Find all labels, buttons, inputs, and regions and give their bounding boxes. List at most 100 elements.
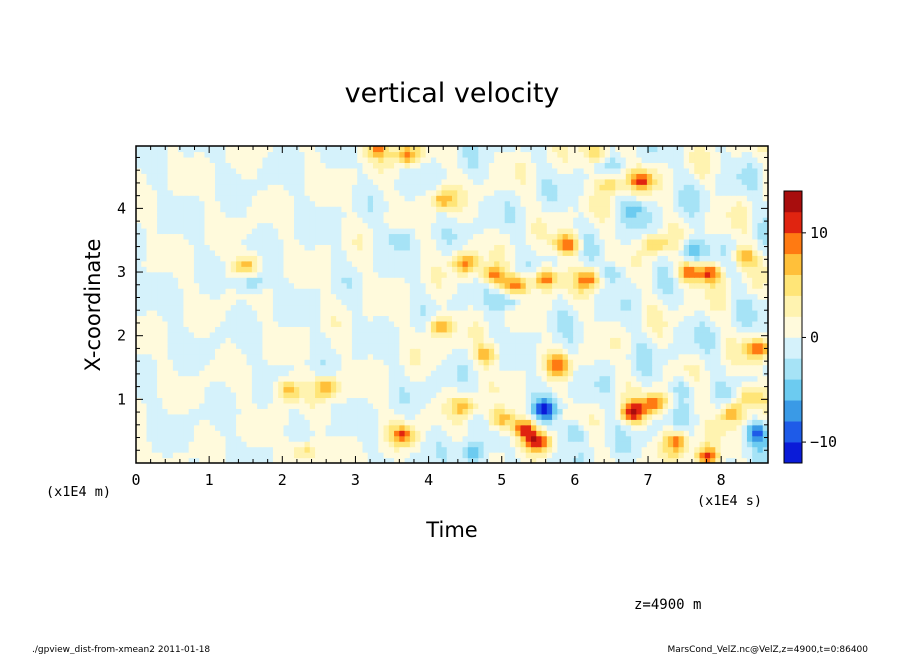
heatmap-cell [657, 419, 664, 426]
heatmap-cell [504, 370, 511, 377]
heatmap-cell [215, 353, 221, 360]
heatmap-cell [741, 424, 748, 431]
heatmap-cell [494, 391, 500, 399]
heatmap-cell [283, 402, 290, 409]
heatmap-cell [330, 430, 337, 437]
heatmap-cell [220, 364, 227, 371]
heatmap-cell [473, 375, 479, 382]
heatmap-cell [741, 244, 748, 251]
heatmap-cell [341, 299, 348, 306]
heatmap-cell [404, 386, 411, 393]
heatmap-cell [262, 282, 269, 289]
heatmap-cell [283, 430, 290, 437]
heatmap-cell [230, 331, 237, 338]
heatmap-cell [209, 337, 216, 344]
heatmap-cell [652, 348, 658, 355]
heatmap-cell [262, 348, 269, 355]
heatmap-cell [620, 446, 627, 453]
heatmap-cell [299, 255, 306, 262]
heatmap-cell [710, 309, 716, 317]
heatmap-cell [467, 342, 474, 349]
heatmap-cell [246, 381, 253, 388]
heatmap-cell [373, 337, 379, 344]
heatmap-cell [225, 386, 232, 393]
heatmap-cell [504, 452, 511, 459]
heatmap-cell [594, 255, 601, 262]
heatmap-cell [193, 348, 200, 355]
heatmap-cell [246, 277, 253, 284]
heatmap-cell [567, 370, 574, 377]
heatmap-cell [483, 271, 490, 278]
heatmap-cell [199, 249, 206, 256]
heatmap-cell [367, 249, 374, 256]
heatmap-cell [220, 391, 227, 399]
heatmap-cell [625, 288, 632, 295]
heatmap-cell [720, 364, 727, 371]
heatmap-cell [225, 255, 232, 262]
heatmap-cell [425, 293, 432, 300]
heatmap-cell [425, 299, 432, 306]
heatmap-cell [320, 441, 327, 448]
heatmap-cell [525, 249, 532, 256]
heatmap-cell [462, 331, 469, 338]
heatmap-cell [436, 342, 443, 349]
heatmap-cell [631, 413, 637, 420]
heatmap-cell [436, 386, 443, 393]
heatmap-cell [509, 375, 516, 382]
heatmap-cell [631, 424, 637, 431]
heatmap-cell [710, 320, 716, 327]
heatmap-cell [346, 277, 353, 284]
heatmap-cell [631, 331, 637, 338]
heatmap-cell [467, 271, 474, 278]
heatmap-cell [573, 266, 579, 273]
heatmap-cell [731, 277, 737, 284]
heatmap-cell [146, 408, 153, 415]
heatmap-cell [246, 331, 253, 338]
heatmap-cell [278, 430, 285, 437]
heatmap-cell [478, 309, 485, 317]
heatmap-cell [678, 266, 685, 273]
heatmap-cell [525, 315, 532, 322]
heatmap-cell [299, 364, 306, 371]
heatmap-cell [341, 233, 348, 240]
heatmap-cell [515, 413, 522, 420]
heatmap-cell [515, 326, 522, 333]
heatmap-cell [741, 342, 748, 349]
heatmap-cell [357, 326, 364, 333]
heatmap-cell [425, 266, 432, 273]
heatmap-cell [746, 391, 753, 399]
heatmap-cell [467, 244, 474, 251]
heatmap-cell [241, 430, 248, 437]
heatmap-cell [541, 353, 548, 360]
heatmap-cell [193, 375, 200, 382]
heatmap-cell [357, 342, 364, 349]
heatmap-cell [136, 299, 142, 306]
heatmap-cell [283, 299, 290, 306]
heatmap-cell [283, 244, 290, 251]
heatmap-cell [757, 413, 764, 420]
heatmap-cell [315, 326, 321, 333]
heatmap-cell [351, 413, 358, 420]
heatmap-cell [141, 413, 148, 420]
heatmap-cell [320, 255, 327, 262]
heatmap-cell [262, 386, 269, 393]
heatmap-cell [715, 397, 722, 404]
heatmap-cell [394, 249, 400, 256]
heatmap-cell [599, 430, 606, 437]
heatmap-cell [309, 424, 316, 431]
heatmap-cell [462, 348, 469, 355]
heatmap-cell [494, 386, 500, 393]
heatmap-cell [720, 331, 727, 338]
heatmap-cell [562, 244, 569, 251]
heatmap-cell [162, 233, 169, 240]
heatmap-cell [636, 408, 643, 415]
heatmap-cell [246, 402, 253, 409]
heatmap-cell [257, 419, 263, 426]
heatmap-cell [294, 342, 300, 349]
heatmap-cell [652, 309, 658, 317]
heatmap-cell [557, 315, 564, 322]
heatmap-cell [657, 315, 664, 322]
heatmap-cell [557, 299, 564, 306]
heatmap-cell [683, 288, 690, 295]
heatmap-cell [236, 238, 242, 245]
